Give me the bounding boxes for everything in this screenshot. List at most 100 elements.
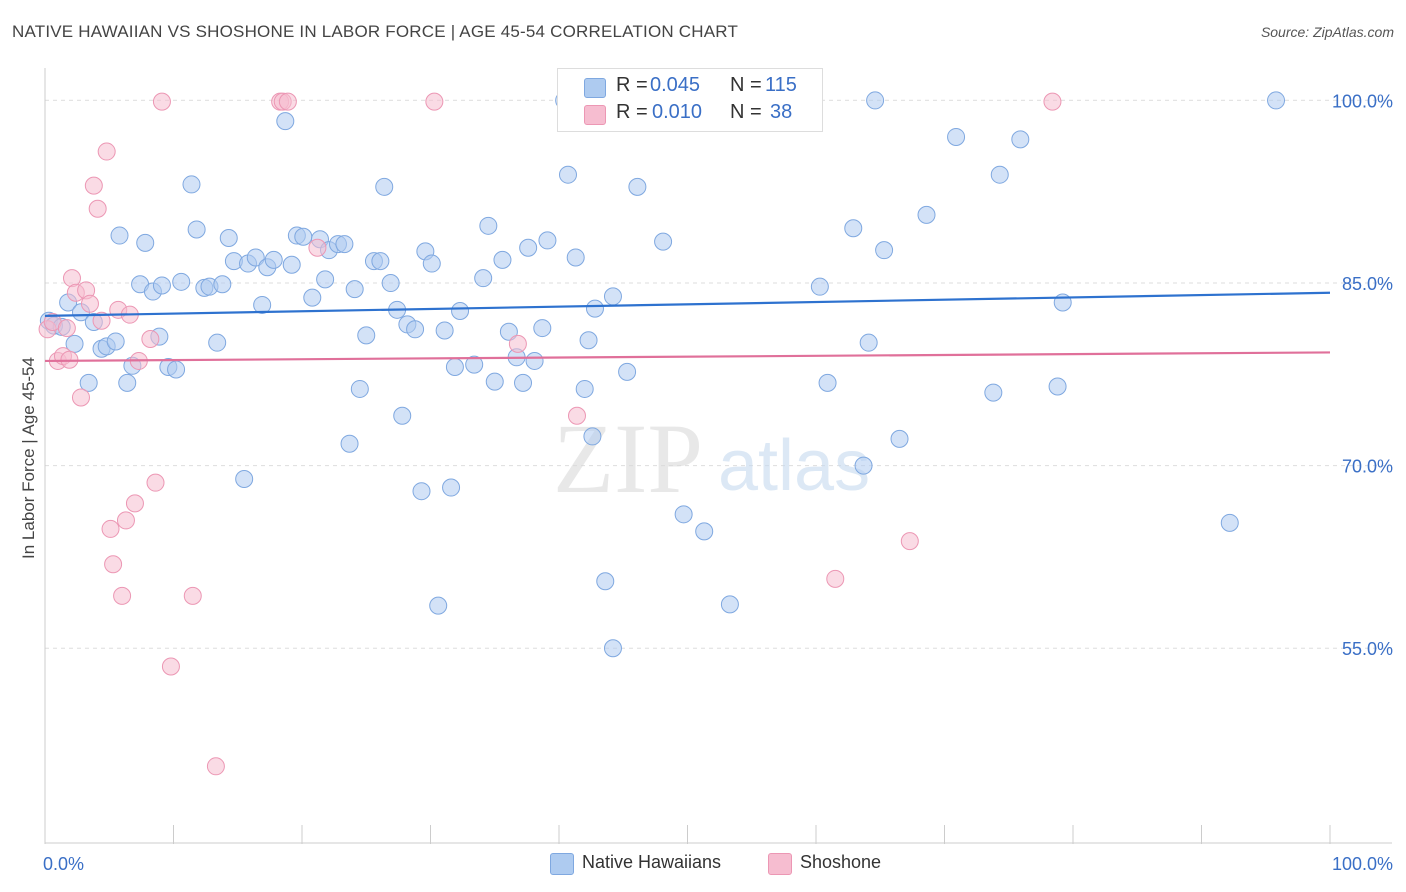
data-point [818, 373, 837, 392]
data-point [947, 127, 966, 146]
trend-line-shoshone [44, 351, 1331, 363]
data-point [213, 275, 232, 294]
data-point [866, 91, 885, 110]
data-point [97, 142, 116, 161]
data-point [917, 205, 936, 224]
data-point [125, 494, 144, 513]
data-point [445, 358, 464, 377]
axes [44, 68, 1392, 844]
data-point [533, 319, 552, 338]
data-point [465, 355, 484, 374]
data-point [1267, 91, 1286, 110]
data-point [294, 227, 313, 246]
data-point [538, 231, 557, 250]
data-point [514, 373, 533, 392]
series-shoshone [38, 92, 1062, 776]
data-point [101, 519, 120, 538]
data-point [350, 379, 369, 398]
data-point [303, 288, 322, 307]
data-point [167, 360, 186, 379]
data-point [152, 276, 171, 295]
data-point [479, 216, 498, 235]
data-point [278, 92, 297, 111]
y-tick-label: 55.0% [1342, 639, 1393, 659]
data-point [810, 277, 829, 296]
data-point [276, 112, 295, 131]
data-point [371, 252, 390, 271]
x-tick-label: 0.0% [43, 854, 84, 874]
data-point [558, 165, 577, 184]
legend-row-native-hawaiians: R = 0.045 N = 115 [558, 74, 822, 100]
data-point [357, 326, 376, 345]
legend-n-value: 38 [770, 101, 793, 123]
legend-r-value: 0.045 [650, 74, 701, 96]
data-point [875, 241, 894, 260]
data-point [235, 470, 254, 489]
trend-lines [44, 291, 1331, 363]
data-point [172, 272, 191, 291]
legend-r-label: R = [616, 101, 648, 123]
data-point [583, 427, 602, 446]
legend-r-label: R = [616, 74, 648, 96]
data-point [141, 330, 160, 349]
legend-r-value: 0.010 [652, 101, 703, 123]
watermark: ZIP atlas [553, 403, 870, 514]
data-point [393, 406, 412, 425]
data-point [567, 406, 586, 425]
data-point [1220, 513, 1239, 532]
data-point [88, 199, 107, 218]
y-tick-label: 85.0% [1342, 274, 1393, 294]
data-point [146, 473, 165, 492]
data-point [381, 274, 400, 293]
data-point [116, 511, 135, 530]
data-point [246, 248, 265, 267]
data-point [118, 373, 137, 392]
data-point [316, 270, 335, 289]
data-point [57, 319, 76, 338]
data-point [525, 351, 544, 370]
data-point [984, 383, 1003, 402]
data-point [1043, 92, 1062, 111]
data-point [499, 322, 518, 341]
x-tick-label: 100.0% [1332, 854, 1393, 874]
legend-n-label: N = [730, 74, 762, 96]
data-point [183, 586, 202, 605]
data-point [80, 294, 99, 313]
data-point [110, 226, 129, 245]
data-point [187, 220, 206, 239]
data-point [136, 233, 155, 252]
data-point [71, 388, 90, 407]
data-point [485, 372, 504, 391]
trend-line-native-hawaiians [44, 291, 1331, 317]
data-point [603, 639, 622, 658]
data-point [152, 92, 171, 111]
data-point [720, 595, 739, 614]
data-point [844, 219, 863, 238]
grid-lines [45, 99, 1392, 649]
data-point [618, 362, 637, 381]
data-point [219, 228, 238, 247]
data-point [1011, 130, 1030, 149]
data-point [451, 302, 470, 321]
data-point [161, 657, 180, 676]
data-point [575, 379, 594, 398]
legend-row-shoshone: R = 0.010 N = 38 [558, 101, 822, 127]
y-tick-label: 70.0% [1342, 457, 1393, 477]
legend-n-value: 115 [765, 74, 797, 96]
y-tick-label: 100.0% [1332, 91, 1393, 111]
data-point [826, 569, 845, 588]
data-point [493, 250, 512, 269]
data-point [308, 238, 327, 257]
data-point [519, 238, 538, 257]
series-native-hawaiians [39, 91, 1286, 658]
bottom-legend-swatch-native-hawaiians [550, 853, 574, 875]
data-point [375, 177, 394, 196]
data-point [406, 320, 425, 339]
data-point [425, 92, 444, 111]
data-point [113, 586, 132, 605]
data-point [628, 177, 647, 196]
data-point [335, 235, 354, 254]
data-point [253, 295, 272, 314]
data-point [596, 572, 615, 591]
